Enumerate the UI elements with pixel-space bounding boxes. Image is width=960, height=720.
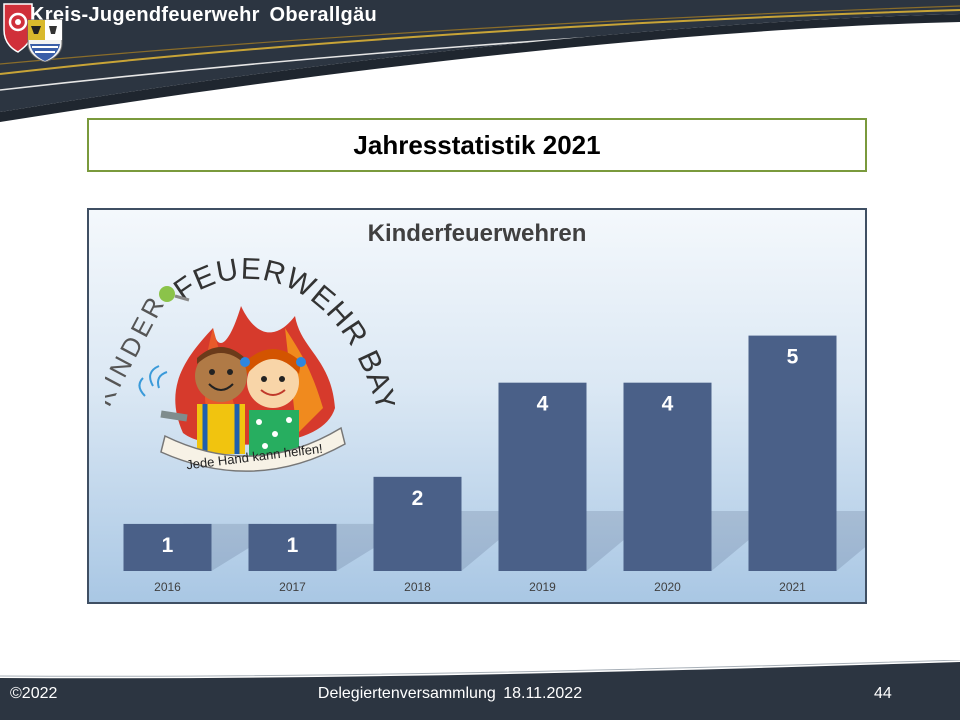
data-label-2017: 1 xyxy=(287,534,299,557)
footer-swoosh xyxy=(0,660,960,720)
logo-kinder-text: KINDER xyxy=(105,289,172,411)
data-label-2016: 1 xyxy=(162,534,174,557)
bar-2020 xyxy=(623,382,712,571)
kinderfeuerwehr-logo: FEUERWEHR BAYERN KINDER Jede Hand kann h… xyxy=(105,258,395,472)
footer-event: Delegiertenversammlung 18.11.2022 xyxy=(317,685,583,702)
bar-2021 xyxy=(748,335,837,571)
bar-chart: 1 1 2 4 4 5 2016 2017 2018 2019 2020 2021 xyxy=(123,335,865,594)
chart-title: Kinderfeuerwehren xyxy=(367,220,587,247)
slide-title-box: Jahresstatistik 2021 xyxy=(87,118,867,172)
district-crest-icon xyxy=(3,3,63,62)
header-swoosh xyxy=(0,0,960,122)
x-tick-label-2021: 2021 xyxy=(779,580,806,594)
bar-2018 xyxy=(373,476,462,571)
data-label-2018: 2 xyxy=(412,487,424,510)
organization-title: Kreis-Jugendfeuerwehr Oberallgäu xyxy=(30,4,378,26)
x-tick-label-2020: 2020 xyxy=(654,580,681,594)
bar-2016 xyxy=(123,523,212,571)
x-tick-label-2016: 2016 xyxy=(154,580,181,594)
chart-panel: 1 1 2 4 4 5 2016 2017 2018 2019 2020 2021 Kinderfe… xyxy=(87,208,867,604)
slide-title: Jahresstatistik 2021 xyxy=(353,129,601,160)
header-band: Kreis-Jugendfeuerwehr Oberallgäu xyxy=(0,0,960,125)
footer-band: ©2022 Delegiertenversammlung 18.11.2022 … xyxy=(0,660,960,720)
data-label-2021: 5 xyxy=(787,346,799,369)
data-label-2019: 4 xyxy=(537,393,549,416)
data-label-2020: 4 xyxy=(662,393,674,416)
footer-copyright: ©2022 xyxy=(10,685,58,702)
bar-2019 xyxy=(498,382,587,571)
x-tick-label-2018: 2018 xyxy=(404,580,431,594)
x-tick-label-2019: 2019 xyxy=(529,580,556,594)
bar-2017 xyxy=(248,523,337,571)
x-tick-label-2017: 2017 xyxy=(279,580,306,594)
footer-page-number: 44 xyxy=(874,685,892,702)
